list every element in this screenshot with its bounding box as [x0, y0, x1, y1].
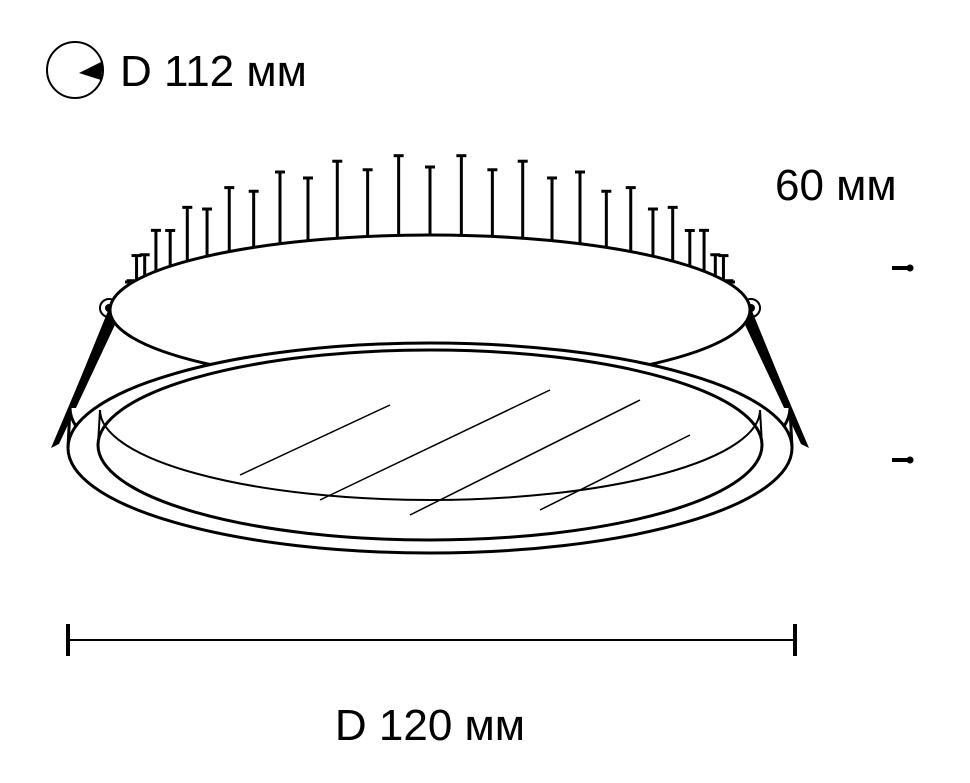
outer-diameter-label: D 120 мм [335, 701, 525, 750]
fixture [51, 156, 809, 553]
height-tick-bot-dot [907, 457, 914, 464]
cutout-icon-notch [79, 61, 103, 80]
cutout-diameter-label: D 112 мм [120, 47, 307, 96]
inner-bezel-bottom [98, 350, 762, 540]
height-tick-top-dot [907, 265, 914, 272]
height-label: 60 мм [775, 161, 897, 210]
